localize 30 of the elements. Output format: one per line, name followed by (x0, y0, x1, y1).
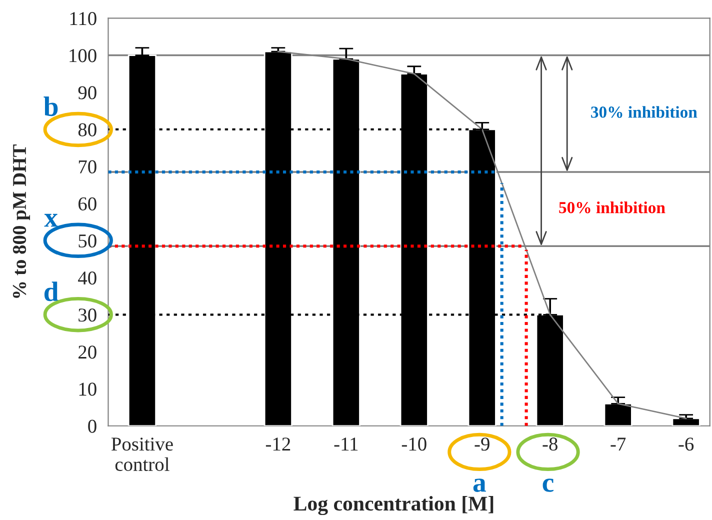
annotation: 50% inhibition (559, 202, 666, 214)
y-tick-label: 20 (78, 346, 96, 359)
y-tick-label: 60 (78, 197, 96, 210)
x-axis-title: Log concentration [M] (294, 496, 494, 516)
y-tick-label: 90 (78, 86, 96, 100)
y-tick-label: 110 (70, 12, 96, 26)
text: d (44, 282, 58, 302)
x-tick-label: -11 (334, 438, 358, 450)
x-tick-label: -10 (402, 438, 426, 451)
text: x (44, 214, 58, 227)
y-tick-label: 30 (78, 308, 96, 322)
bar (672, 418, 700, 426)
x-tick-label: -6 (678, 438, 694, 451)
annotation: 30% inhibition (591, 106, 698, 118)
y-tick-label: 70 (78, 160, 96, 174)
x-tick-label: -7 (610, 438, 626, 450)
y-tick-label: 50 (78, 234, 96, 248)
y-tick-label: 100 (70, 49, 96, 62)
y-axis-title: % to 800 pM DHT (12, 144, 30, 298)
y-tick-label: 40 (78, 271, 96, 285)
text: b (44, 96, 58, 116)
x-tick-label: -12 (266, 438, 290, 450)
x-tick-label: -8 (542, 438, 558, 451)
x-tick-label: -9 (474, 438, 490, 451)
y-tick-label: 10 (79, 382, 96, 396)
text: c (542, 478, 554, 492)
y-tick-label: 0 (88, 420, 96, 433)
text: a (473, 478, 486, 492)
y-tick-label: 80 (78, 123, 96, 136)
x-tick-label: Positive control (111, 438, 173, 472)
